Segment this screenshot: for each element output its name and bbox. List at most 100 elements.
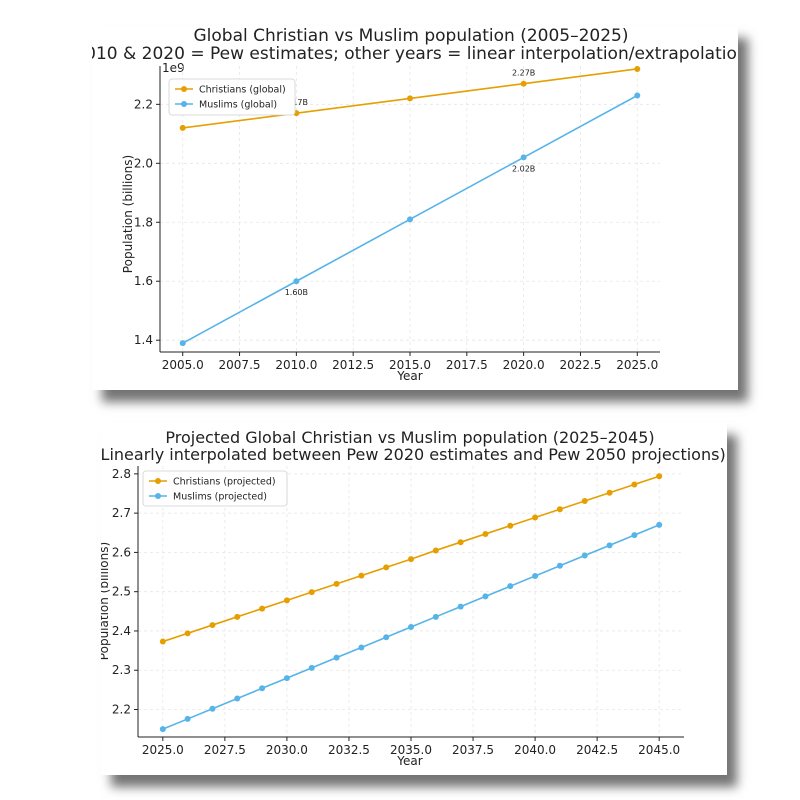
y-tick-label: 2.0 [134, 156, 153, 170]
x-tick-label: 2015.0 [389, 358, 431, 372]
y-tick-label: 2.6 [112, 545, 131, 559]
data-point-1 [556, 562, 563, 569]
y-tick-label: 2.4 [112, 624, 131, 638]
y-tick-label: 2.7 [112, 506, 131, 520]
legend-box [142, 470, 288, 507]
legend-swatch-marker [181, 86, 187, 92]
data-point-0 [532, 514, 539, 521]
data-point-0 [209, 622, 216, 629]
data-point-0 [234, 613, 241, 620]
legend-label: Muslims (global) [199, 100, 277, 111]
data-point-0 [184, 630, 191, 637]
data-point-1 [457, 603, 464, 610]
chart-global-2005-2025: Global Christian vs Muslim population (2… [92, 26, 738, 383]
y-tick-label: 1.6 [134, 274, 153, 288]
legend-label: Christians (projected) [173, 477, 276, 488]
data-point-1 [407, 216, 413, 223]
data-point-0 [457, 539, 464, 546]
x-tick-label: 2020.0 [503, 358, 545, 372]
data-point-0 [259, 605, 266, 612]
data-point-1 [234, 695, 241, 702]
x-tick-label: 2032.5 [328, 743, 370, 757]
chart-panel-global: Global Christian vs Muslim population (2… [92, 26, 738, 390]
data-point-1 [408, 624, 414, 631]
data-point-0 [631, 481, 638, 488]
data-point-0 [634, 65, 641, 72]
data-label: 2.17B [285, 98, 308, 107]
data-point-0 [656, 473, 663, 480]
data-point-0 [482, 530, 489, 537]
data-point-0 [358, 572, 365, 579]
data-point-0 [507, 522, 514, 529]
legend-label: Christians (global) [199, 85, 286, 96]
data-point-1 [159, 726, 166, 733]
x-tick-label: 2042.5 [576, 743, 618, 757]
data-point-0 [159, 638, 166, 645]
data-point-1 [283, 675, 290, 682]
legend-box [168, 78, 296, 116]
chart-panel-projected: Projected Global Christian vs Muslim pop… [101, 423, 727, 775]
data-point-1 [606, 542, 613, 549]
x-tick-label: 2010.0 [275, 358, 317, 372]
data-point-1 [308, 664, 315, 671]
chart-title: Projected Global Christian vs Muslim pop… [165, 428, 654, 447]
data-point-1 [532, 572, 539, 579]
x-axis-label: Year [396, 754, 422, 768]
x-tick-label: 2025.0 [142, 743, 184, 757]
y-tick-label: 1.8 [134, 215, 153, 229]
data-point-1 [631, 532, 638, 539]
data-point-1 [507, 583, 514, 590]
x-axis-label: Year [396, 369, 422, 383]
legend-label: Muslims (projected) [173, 492, 267, 503]
data-point-0 [283, 597, 290, 604]
y-axis-label: Population (billions) [101, 542, 111, 660]
data-point-0 [520, 80, 527, 87]
data-label: 1.60B [285, 288, 308, 297]
y-tick-label: 2.2 [134, 97, 153, 111]
data-point-1 [656, 521, 663, 528]
y-tick-label: 2.3 [112, 663, 131, 677]
chart-projected-2025-2045: Projected Global Christian vs Muslim pop… [101, 428, 726, 768]
data-point-1 [358, 644, 365, 651]
x-tick-label: 2030.0 [266, 743, 308, 757]
data-point-0 [383, 564, 390, 571]
legend-swatch-marker [155, 478, 161, 484]
data-label: 2.27B [512, 69, 535, 78]
data-point-1 [383, 634, 390, 641]
data-point-0 [581, 497, 588, 504]
x-tick-label: 2022.5 [559, 358, 601, 372]
data-point-1 [293, 278, 300, 285]
y-tick-label: 1.4 [134, 333, 153, 347]
data-label: 2.02B [512, 164, 535, 173]
x-tick-label: 2017.5 [446, 358, 488, 372]
data-point-1 [179, 340, 186, 347]
data-point-0 [333, 580, 340, 587]
x-tick-label: 2045.0 [638, 743, 680, 757]
x-tick-label: 2007.5 [219, 358, 261, 372]
data-point-0 [432, 547, 439, 554]
y-tick-label: 2.5 [112, 585, 131, 599]
y-offset-label: 1e9 [162, 61, 185, 75]
data-point-1 [482, 593, 489, 600]
x-tick-label: 2005.0 [162, 358, 204, 372]
chart-title: Global Christian vs Muslim population (2… [193, 26, 628, 46]
x-tick-label: 2012.5 [332, 358, 374, 372]
data-point-1 [333, 654, 340, 661]
data-point-1 [432, 613, 439, 620]
legend-swatch-marker [181, 101, 187, 107]
y-tick-label: 2.8 [112, 467, 131, 481]
data-point-0 [408, 556, 414, 563]
data-point-0 [407, 95, 413, 102]
chart-subtitle: (Linearly interpolated between Pew 2020 … [101, 445, 726, 464]
data-point-1 [209, 705, 216, 712]
x-tick-label: 2037.5 [452, 743, 494, 757]
data-point-1 [184, 715, 191, 722]
data-point-1 [520, 154, 527, 161]
x-tick-label: 2027.5 [204, 743, 246, 757]
data-point-1 [259, 685, 266, 692]
data-point-0 [179, 124, 186, 131]
x-tick-label: 2040.0 [514, 743, 556, 757]
x-tick-label: 2025.0 [616, 358, 658, 372]
data-point-1 [634, 92, 641, 99]
y-tick-label: 2.2 [112, 703, 131, 717]
